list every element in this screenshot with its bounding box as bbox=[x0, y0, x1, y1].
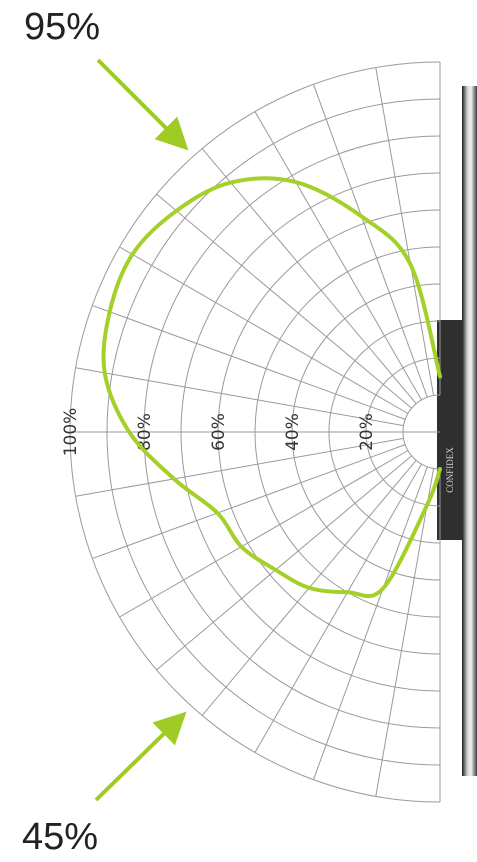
callout-top-label: 95% bbox=[24, 8, 100, 46]
sensor-label: CONFIDEX bbox=[445, 447, 455, 493]
grid-spoke bbox=[76, 368, 404, 426]
grid-spoke bbox=[313, 467, 427, 780]
grid-spoke bbox=[76, 438, 404, 496]
polar-grid bbox=[70, 62, 440, 802]
arrow-top bbox=[98, 60, 180, 142]
sensor-body bbox=[437, 320, 463, 540]
metal-strip bbox=[462, 86, 477, 776]
radial-tick-label: 20% bbox=[357, 413, 377, 451]
grid-spoke bbox=[376, 468, 434, 796]
radial-tick-label: 100% bbox=[61, 408, 81, 457]
grid-spoke bbox=[255, 112, 422, 400]
grid-spoke bbox=[120, 451, 408, 618]
callout-bottom-label: 45% bbox=[22, 818, 98, 856]
grid-spoke bbox=[255, 464, 422, 752]
radial-tick-label: 40% bbox=[283, 413, 303, 451]
data-series-curve bbox=[104, 178, 440, 596]
grid-spoke bbox=[313, 84, 427, 397]
grid-spoke bbox=[92, 445, 405, 559]
grid-spoke bbox=[120, 247, 408, 414]
grid-spoke bbox=[157, 456, 412, 670]
grid-spoke bbox=[92, 305, 405, 419]
sensor-rail: CONFIDEX bbox=[437, 86, 477, 776]
radial-tick-label: 60% bbox=[209, 413, 229, 451]
arrow-bottom bbox=[96, 720, 178, 800]
